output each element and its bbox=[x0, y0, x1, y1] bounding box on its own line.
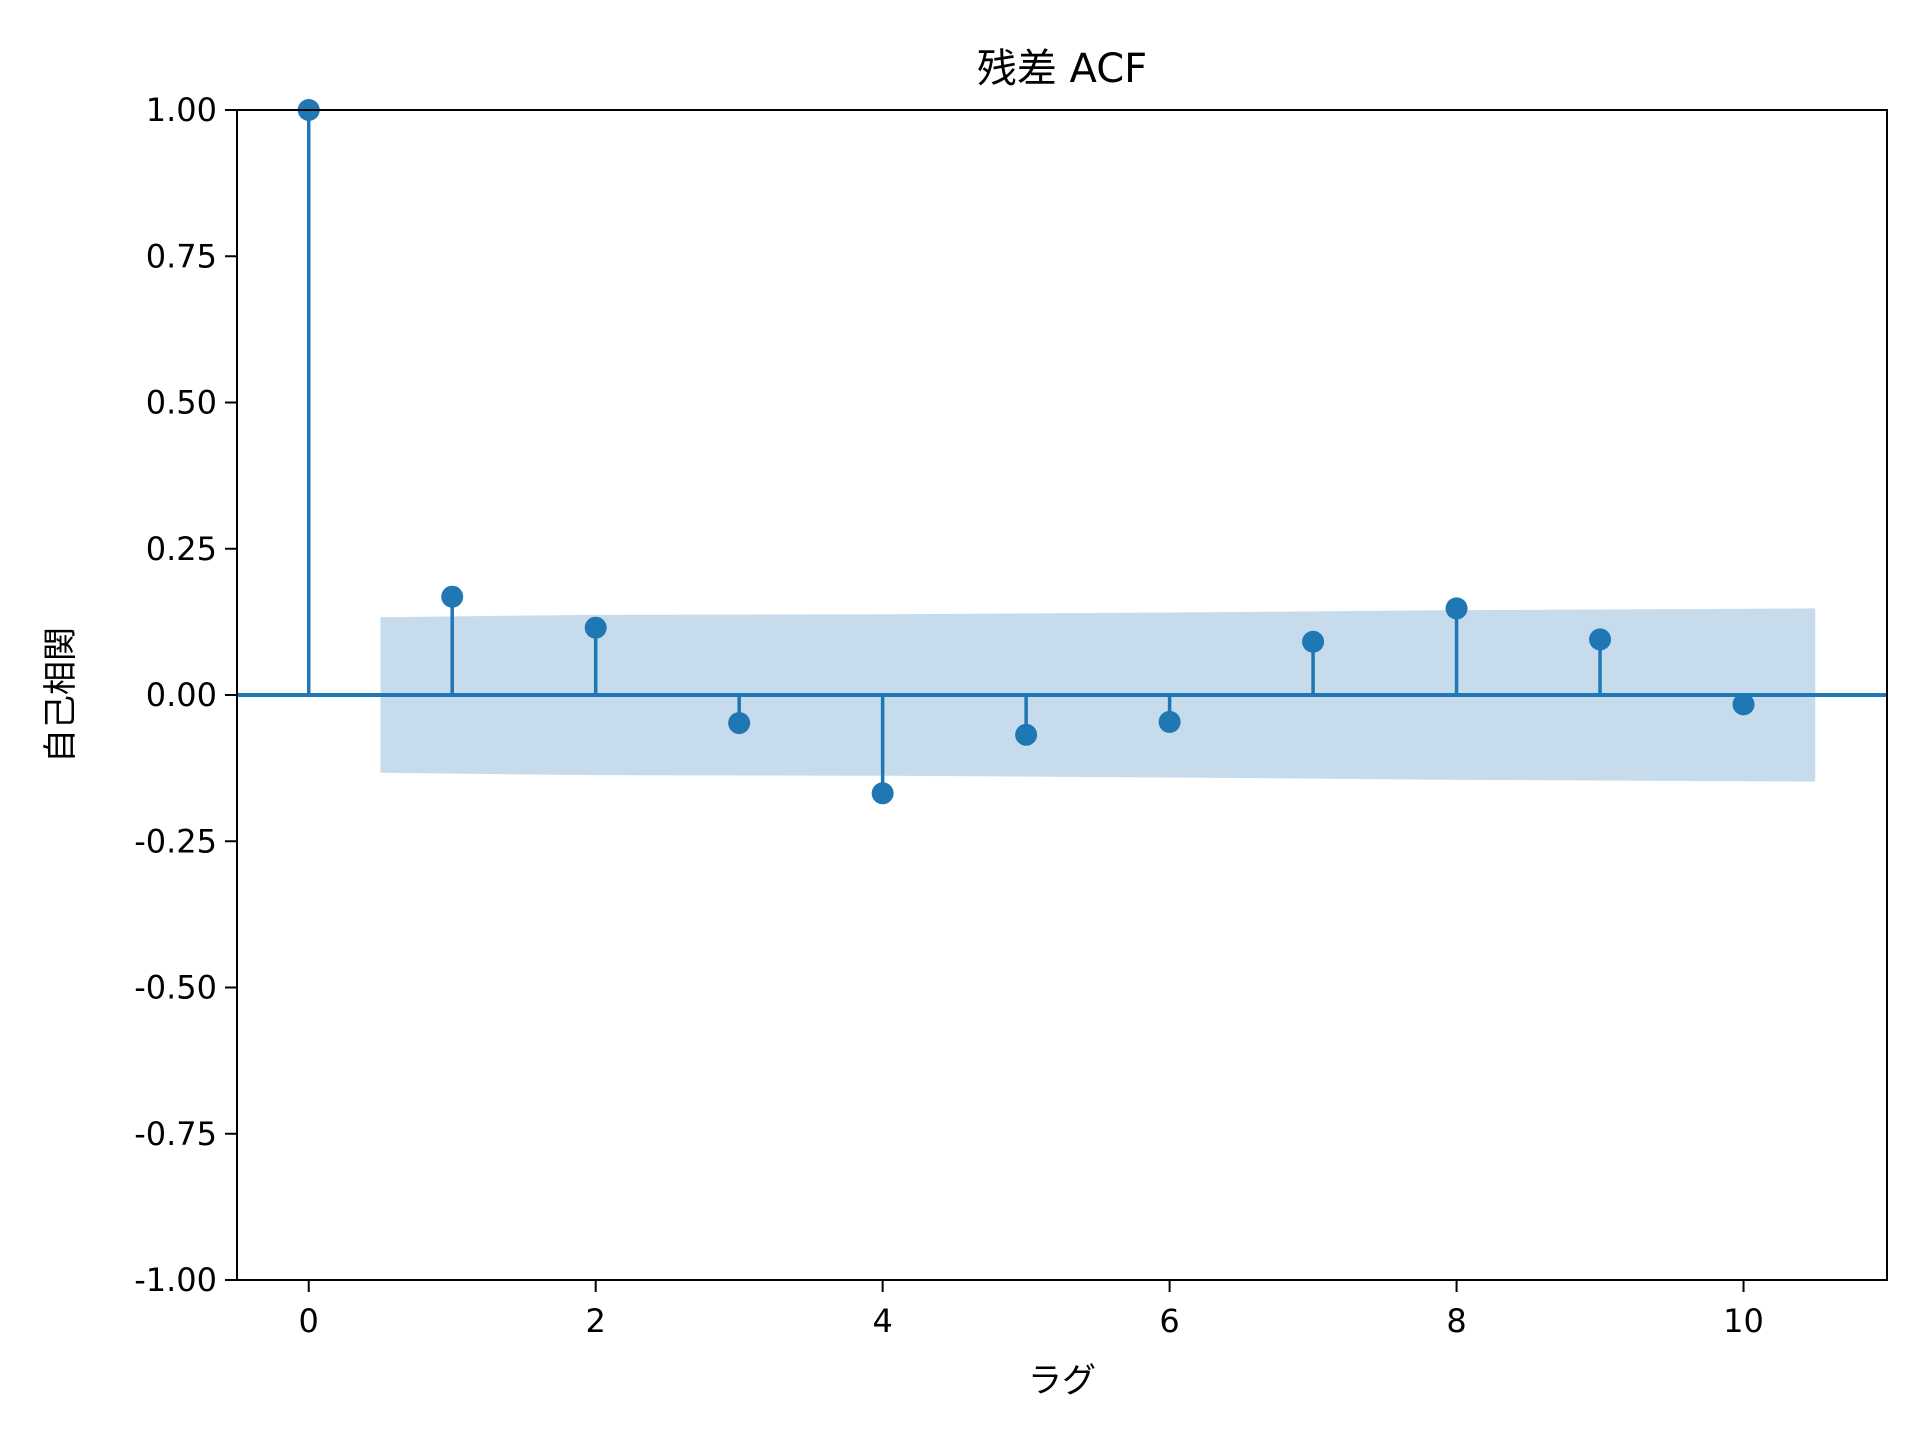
acf-point-lag-4 bbox=[871, 782, 894, 805]
y-tick-label: -0.50 bbox=[134, 969, 217, 1007]
y-tick-label: 0.75 bbox=[146, 237, 217, 275]
y-tick-label: 0.00 bbox=[146, 676, 217, 714]
x-tick-label: 4 bbox=[872, 1302, 892, 1340]
marker-layer bbox=[297, 99, 1755, 805]
x-tick-label: 2 bbox=[586, 1302, 606, 1340]
x-tick-label: 10 bbox=[1723, 1302, 1764, 1340]
y-axis-ticks: 1.00 0.75 0.50 0.25 0.00 -0.25 -0.50 -0.75 -1.00 bbox=[134, 91, 237, 1299]
y-tick-label: -1.00 bbox=[134, 1261, 217, 1299]
x-tick-label: 8 bbox=[1446, 1302, 1466, 1340]
acf-point-lag-8 bbox=[1445, 597, 1468, 620]
y-tick-label: 0.50 bbox=[146, 384, 217, 422]
x-axis-label: ラグ bbox=[1028, 1361, 1096, 1401]
y-tick-label: 1.00 bbox=[146, 91, 217, 129]
y-tick-label: -0.75 bbox=[134, 1115, 217, 1153]
acf-point-lag-3 bbox=[728, 712, 751, 735]
x-tick-label: 6 bbox=[1159, 1302, 1179, 1340]
chart-title: 残差 ACF bbox=[977, 46, 1147, 92]
acf-point-lag-2 bbox=[584, 616, 607, 639]
acf-point-lag-7 bbox=[1302, 630, 1325, 653]
acf-point-lag-6 bbox=[1158, 710, 1181, 733]
y-axis-label: 自己相関 bbox=[41, 627, 81, 763]
x-tick-label: 0 bbox=[299, 1302, 319, 1340]
y-tick-label: -0.25 bbox=[134, 822, 217, 860]
acf-point-lag-9 bbox=[1589, 628, 1612, 651]
x-axis-ticks: 0 2 4 6 8 10 bbox=[299, 1280, 1764, 1340]
acf-point-lag-10 bbox=[1732, 693, 1755, 716]
acf-point-lag-1 bbox=[441, 585, 464, 608]
y-tick-label: 0.25 bbox=[146, 530, 217, 568]
acf-point-lag-5 bbox=[1015, 723, 1038, 746]
